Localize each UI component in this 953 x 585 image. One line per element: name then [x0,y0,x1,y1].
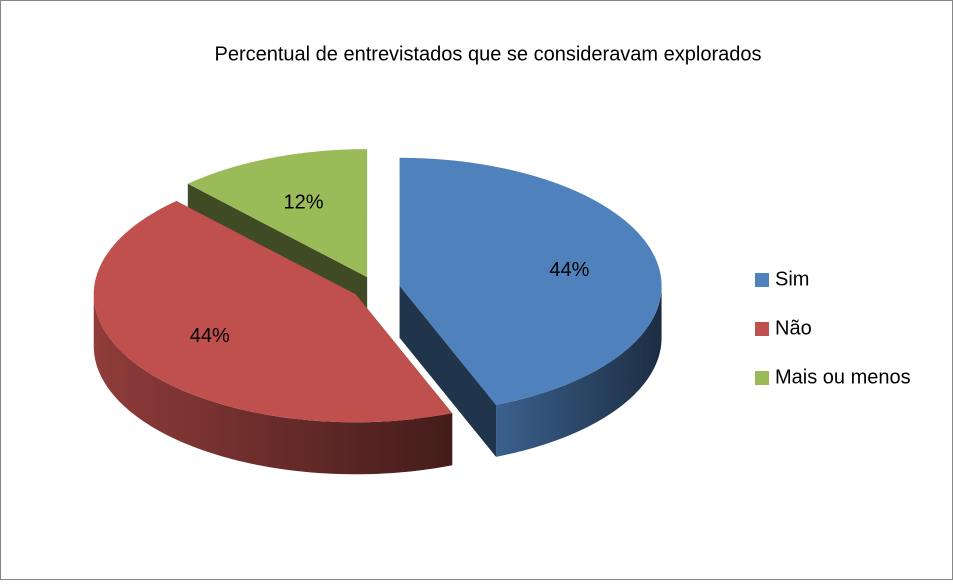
data-label: 44% [549,259,589,281]
slice-top [187,149,368,278]
chart-title: Percentual de entrevistados que se consi… [215,43,762,65]
slice-top [93,200,453,423]
legend-swatch [755,371,769,385]
data-label: 12% [283,192,323,214]
slice-side [93,294,453,475]
legend-swatch [755,273,769,287]
legend-label: Mais ou menos [775,366,911,388]
slice: 44% [93,200,453,475]
legend-swatch [755,322,769,336]
slice-side [496,285,662,457]
data-label: 44% [190,325,230,347]
slice-top [399,157,662,405]
slice: 44% [399,157,662,457]
legend-label: Não [775,317,812,339]
legend-label: Sim [775,268,809,290]
slice-edge-face [399,285,497,457]
